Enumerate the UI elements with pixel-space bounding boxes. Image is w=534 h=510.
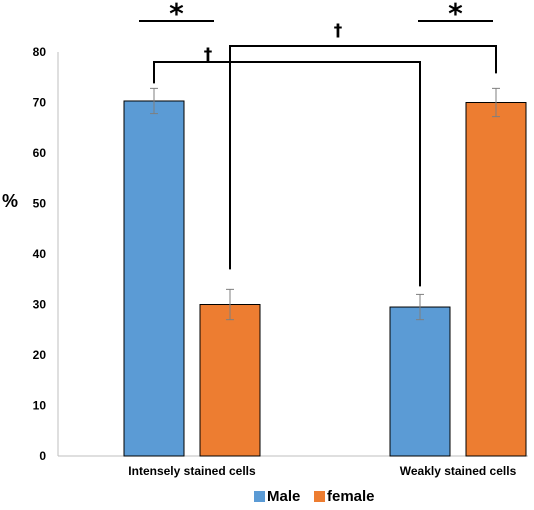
category-label: Intensely stained cells — [128, 464, 256, 478]
significance-bracket-female — [229, 45, 497, 270]
significance-dagger: † — [334, 21, 343, 41]
significance-bracket-male — [153, 61, 421, 287]
bar-female-0 — [199, 304, 261, 457]
y-tick-label: 70 — [33, 96, 47, 110]
y-tick-label: 30 — [33, 298, 47, 312]
bar-female-1 — [465, 102, 527, 457]
y-tick-label: 20 — [33, 348, 47, 362]
bar-male-1 — [389, 306, 451, 457]
y-tick-label: 60 — [33, 146, 47, 160]
y-tick-label: 40 — [33, 247, 47, 261]
category-labels: Intensely stained cells Weakly stained ce… — [128, 464, 516, 478]
significance-star: * — [448, 0, 463, 30]
legend-label: female — [327, 488, 375, 505]
significance-annotations: * * † † — [139, 0, 497, 287]
significance-dagger: † — [204, 45, 213, 65]
y-tick-label: 80 — [33, 45, 47, 59]
error-bars — [150, 87, 500, 321]
bar-male-0 — [123, 100, 185, 457]
significance-star: * — [169, 0, 184, 30]
legend-swatch — [254, 491, 265, 502]
y-tick-label: 50 — [33, 197, 47, 211]
y-axis-label: % — [2, 191, 18, 211]
y-tick-label: 10 — [33, 399, 47, 413]
legend-swatch — [314, 491, 325, 502]
y-tick-labels: 0 10 20 30 40 50 60 70 80 — [33, 45, 47, 463]
legend: Male female — [254, 488, 375, 505]
category-label: Weakly stained cells — [400, 464, 517, 478]
chart-bars — [123, 100, 527, 457]
legend-label: Male — [267, 488, 300, 505]
y-tick-label: 0 — [39, 449, 46, 463]
